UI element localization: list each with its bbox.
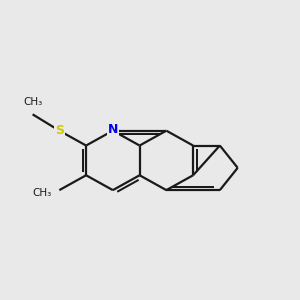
Text: S: S xyxy=(55,124,64,137)
Text: CH₃: CH₃ xyxy=(33,188,52,198)
Text: N: N xyxy=(108,123,118,136)
Text: CH₃: CH₃ xyxy=(23,97,42,107)
